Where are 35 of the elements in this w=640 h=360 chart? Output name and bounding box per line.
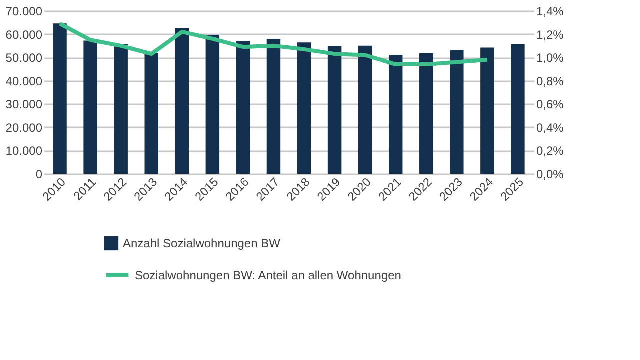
bar (388, 55, 403, 174)
bar (206, 34, 220, 174)
bar (480, 48, 494, 174)
y-tick-label: 10.000 (6, 144, 43, 158)
y-tick-label: 30.000 (6, 98, 43, 112)
bar (450, 50, 464, 174)
bar (420, 53, 434, 174)
bar (114, 44, 128, 174)
bar (358, 46, 372, 174)
line-series (58, 22, 490, 67)
y-tick-label: 60.000 (6, 28, 43, 42)
y-tick-label: 0 (36, 168, 43, 182)
bar (84, 40, 98, 174)
y2-tick-label: 1,2% (536, 28, 564, 42)
bar (511, 44, 525, 174)
y2-tick-label: 0,8% (536, 74, 564, 88)
bar (175, 28, 190, 174)
y2-tick-label: 1,4% (536, 4, 564, 18)
y2-tick-label: 0,2% (536, 144, 564, 158)
bar (53, 24, 67, 174)
legend-label: Sozialwohnungen BW: Anteil an allen Wohnungen (135, 268, 402, 282)
bar (297, 42, 312, 174)
y2-tick-label: 0,6% (536, 98, 564, 112)
bar (266, 38, 281, 174)
y2-tick-label: 0,0% (536, 168, 564, 182)
y-tick-label: 40.000 (6, 74, 43, 88)
bar (236, 41, 250, 174)
y-tick-label: 70.000 (6, 4, 43, 18)
y2-tick-label: 1,0% (536, 51, 564, 66)
legend-label: Anzahl Sozialwohnungen BW (123, 236, 282, 250)
bar (328, 46, 342, 174)
y-tick-label: 50.000 (6, 51, 43, 66)
bar (144, 53, 158, 174)
y-tick-label: 20.000 (6, 120, 43, 135)
y2-tick-label: 0,4% (536, 120, 564, 135)
